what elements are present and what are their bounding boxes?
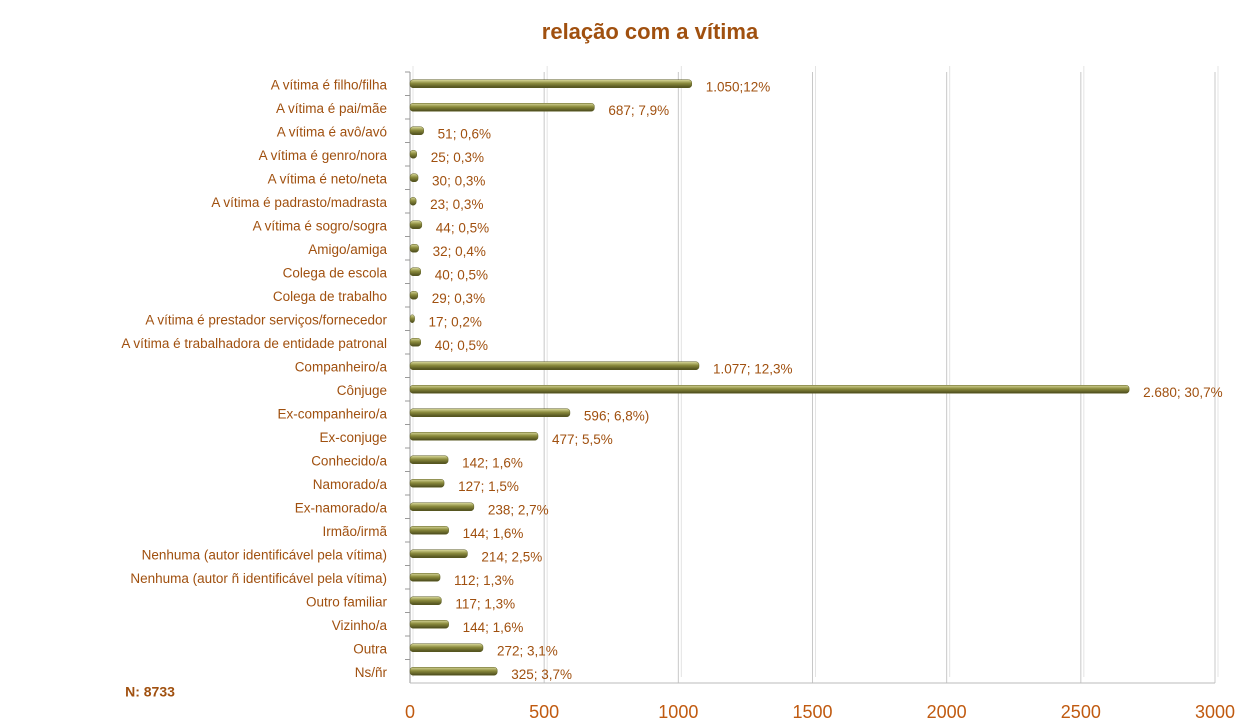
y-tick-label: Ex-namorado/a xyxy=(295,500,388,515)
y-tick-label: Amigo/amiga xyxy=(308,242,387,257)
y-tick-label: A vítima é avô/avó xyxy=(277,124,387,139)
value-label: 23; 0,3% xyxy=(430,197,483,212)
y-tick-label: Conhecido/a xyxy=(311,453,387,468)
bar xyxy=(409,479,445,488)
value-label: 29; 0,3% xyxy=(432,291,485,306)
y-tick-label: A vítima é prestador serviços/fornecedor xyxy=(145,312,387,327)
bar xyxy=(409,620,449,629)
y-tick-label: Irmão/irmã xyxy=(322,524,387,539)
bar xyxy=(409,244,419,253)
y-tick-label: Nenhuma (autor identificável pela vítima… xyxy=(142,547,387,562)
value-label: 238; 2,7% xyxy=(488,502,549,517)
value-label: 17; 0,2% xyxy=(429,314,482,329)
value-label: 477; 5,5% xyxy=(552,432,613,447)
value-label: 112; 1,3% xyxy=(454,573,514,588)
bar xyxy=(409,643,484,652)
y-tick-label: A vítima é filho/filha xyxy=(271,77,388,92)
x-tick-label: 2500 xyxy=(1061,702,1101,722)
y-tick-label: Ex-companheiro/a xyxy=(277,406,387,421)
value-label: 2.680; 30,7% xyxy=(1143,385,1223,400)
y-tick-label: A vítima é sogro/sogra xyxy=(253,218,388,233)
bar xyxy=(409,338,421,347)
y-tick-label: A vítima é padrasto/madrasta xyxy=(211,195,387,210)
value-label: 1.050;12% xyxy=(706,79,771,94)
y-tick-label: Ns/ñr xyxy=(355,665,388,680)
value-label: 25; 0,3% xyxy=(431,150,484,165)
y-tick-label: A vítima é trabalhadora de entidade patr… xyxy=(121,336,387,351)
y-tick-label: Colega de escola xyxy=(283,265,388,280)
bar xyxy=(409,126,424,135)
bar xyxy=(409,526,449,535)
bar xyxy=(409,596,442,605)
bar xyxy=(409,408,571,417)
x-tick-label: 1000 xyxy=(658,702,698,722)
y-tick-label: A vítima é neto/neta xyxy=(268,171,388,186)
bar xyxy=(409,314,415,323)
value-label: 30; 0,3% xyxy=(432,173,485,188)
value-label: 44; 0,5% xyxy=(436,220,489,235)
bar xyxy=(409,267,421,276)
bar xyxy=(409,549,468,558)
bar xyxy=(409,220,423,229)
value-label: 117; 1,3% xyxy=(455,596,515,611)
y-tick-label: Outra xyxy=(353,641,387,656)
bar xyxy=(409,103,595,112)
value-label: 144; 1,6% xyxy=(463,526,524,541)
bar xyxy=(409,197,417,206)
value-label: 51; 0,6% xyxy=(438,126,491,141)
x-tick-label: 2000 xyxy=(927,702,967,722)
value-label: 32; 0,4% xyxy=(433,244,486,259)
bar xyxy=(409,502,475,511)
bar xyxy=(409,173,419,182)
bar xyxy=(409,291,419,300)
bar xyxy=(409,455,449,464)
value-label: 214; 2,5% xyxy=(481,549,542,564)
value-label: 272; 3,1% xyxy=(497,643,558,658)
x-tick-label: 3000 xyxy=(1195,702,1235,722)
y-tick-label: Companheiro/a xyxy=(295,359,388,374)
bar xyxy=(409,361,700,370)
y-tick-label: Namorado/a xyxy=(313,477,388,492)
x-tick-label: 500 xyxy=(529,702,559,722)
bar xyxy=(409,573,441,582)
y-tick-label: Colega de trabalho xyxy=(273,289,387,304)
bar xyxy=(409,79,692,88)
annotation: N: 8733 xyxy=(125,684,175,700)
bar xyxy=(409,667,498,676)
y-tick-label: Nenhuma (autor ñ identificável pela víti… xyxy=(130,571,387,586)
y-tick-label: Cônjuge xyxy=(337,383,387,398)
x-tick-label: 1500 xyxy=(792,702,832,722)
x-tick-label: 0 xyxy=(405,702,415,722)
y-tick-label: A vítima é pai/mãe xyxy=(276,101,387,116)
y-tick-label: A vítima é genro/nora xyxy=(259,148,388,163)
chart-title: relação com a vítima xyxy=(542,19,759,44)
value-label: 40; 0,5% xyxy=(435,267,488,282)
value-label: 144; 1,6% xyxy=(463,620,524,635)
value-label: 596; 6,8%) xyxy=(584,408,649,423)
bar xyxy=(409,432,539,441)
y-tick-label: Ex-conjuge xyxy=(319,430,387,445)
bar xyxy=(409,150,417,159)
value-label: 40; 0,5% xyxy=(435,338,488,353)
bar xyxy=(409,385,1130,394)
y-tick-label: Outro familiar xyxy=(306,594,388,609)
value-label: 687; 7,9% xyxy=(608,103,669,118)
value-label: 142; 1,6% xyxy=(462,455,523,470)
value-label: 325; 3,7% xyxy=(511,667,572,682)
value-label: 127; 1,5% xyxy=(458,479,519,494)
value-label: 1.077; 12,3% xyxy=(713,361,793,376)
y-tick-label: Vizinho/a xyxy=(332,618,388,633)
